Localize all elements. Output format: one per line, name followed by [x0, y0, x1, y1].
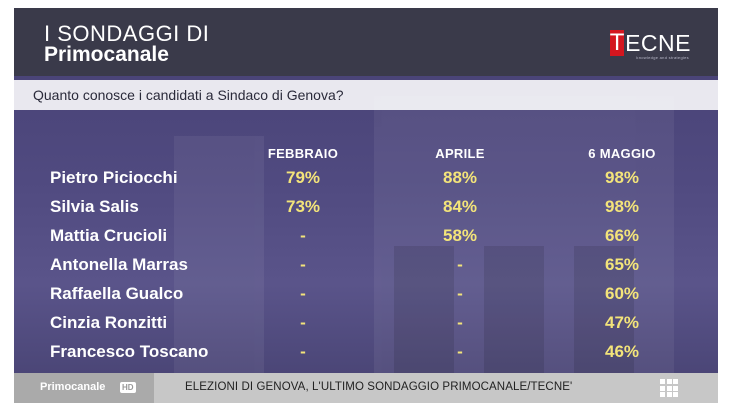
candidate-name: Silvia Salis — [50, 197, 139, 216]
poll-value: 65% — [604, 255, 640, 274]
poll-value: - — [457, 284, 463, 303]
poll-value: 46% — [604, 342, 640, 361]
poll-value: 84% — [442, 197, 478, 216]
tecne-logo-text: ECNE — [625, 29, 691, 56]
poll-value: - — [457, 255, 463, 274]
candidate-name: Mattia Crucioli — [50, 226, 168, 245]
tecne-logo: T ECNE — [609, 29, 691, 56]
poll-value: 98% — [604, 168, 640, 187]
poll-value: 66% — [604, 226, 640, 245]
column-header: 6 MAGGIO — [588, 146, 656, 161]
header-title-line2: Primocanale — [44, 43, 169, 66]
poll-value: 88% — [442, 168, 478, 187]
broadcast-frame: I SONDAGGI DI Primocanale T ECNE knowled… — [14, 8, 718, 403]
candidate-name: Raffaella Gualco — [50, 284, 184, 303]
header-title-line1: I SONDAGGI DI — [44, 21, 210, 46]
poll-value: - — [457, 342, 463, 361]
candidate-name: Francesco Toscano — [50, 342, 209, 361]
footer-bar: Primocanale HD ELEZIONI DI GENOVA, L'ULT… — [14, 373, 718, 403]
poll-value: 58% — [442, 226, 478, 245]
poll-value: - — [300, 284, 306, 303]
poll-value: - — [300, 313, 306, 332]
footer-brand: Primocanale HD — [14, 373, 154, 403]
background-building-silhouette — [174, 96, 674, 373]
poll-value: - — [300, 226, 306, 245]
poll-value: 47% — [604, 313, 640, 332]
footer-ticker: ELEZIONI DI GENOVA, L'ULTIMO SONDAGGIO P… — [185, 381, 573, 393]
candidate-name: Cinzia Ronzitti — [50, 313, 168, 332]
poll-value: 60% — [604, 284, 640, 303]
candidate-name: Pietro Piciocchi — [50, 168, 178, 187]
column-header: FEBBRAIO — [267, 146, 339, 161]
poll-value: 79% — [285, 168, 321, 187]
footer-brand-name: Primocanale — [40, 381, 106, 393]
tecne-logo-tagline: knowledge and strategies — [636, 55, 689, 60]
candidate-name: Antonella Marras — [50, 255, 188, 274]
poll-question: Quanto conosce i candidati a Sindaco di … — [14, 80, 718, 110]
column-header: APRILE — [435, 146, 485, 161]
grid-icon — [660, 379, 678, 397]
poll-value: 98% — [604, 197, 640, 216]
background-panel — [14, 76, 718, 373]
footer-hd-badge: HD — [120, 382, 136, 393]
header-bar: I SONDAGGI DI Primocanale T ECNE knowled… — [14, 8, 718, 76]
tecne-logo-letter: T — [609, 29, 625, 56]
poll-value: - — [300, 255, 306, 274]
poll-value: 73% — [285, 197, 321, 216]
poll-value: - — [300, 342, 306, 361]
poll-value: - — [457, 313, 463, 332]
